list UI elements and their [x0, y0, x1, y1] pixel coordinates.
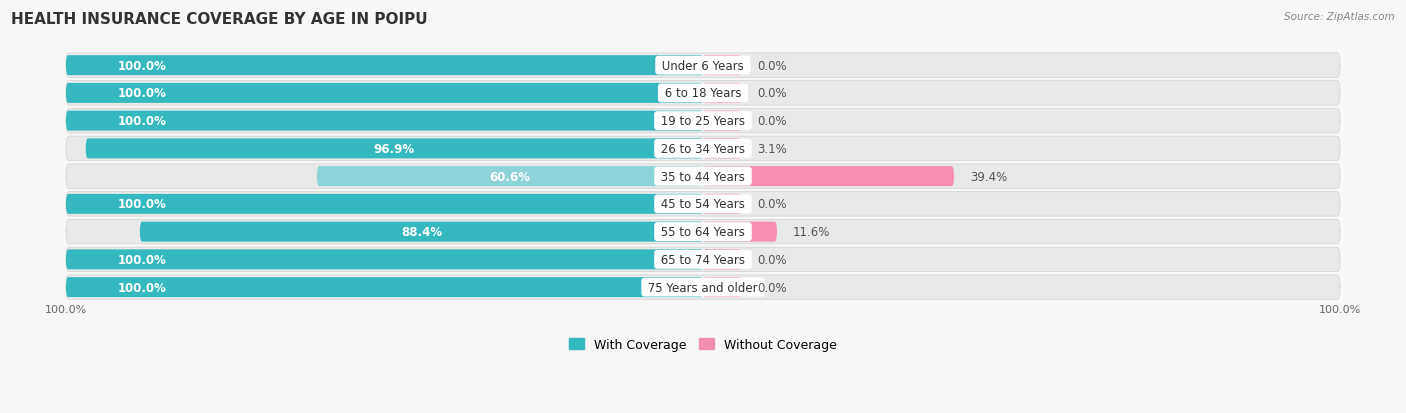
Text: 45 to 54 Years: 45 to 54 Years	[657, 198, 749, 211]
Text: 0.0%: 0.0%	[758, 87, 787, 100]
Text: 3.1%: 3.1%	[758, 142, 787, 156]
Text: 0.0%: 0.0%	[758, 281, 787, 294]
Text: 65 to 74 Years: 65 to 74 Years	[657, 253, 749, 266]
Text: 100.0%: 100.0%	[118, 59, 167, 72]
FancyBboxPatch shape	[86, 139, 703, 159]
FancyBboxPatch shape	[66, 278, 703, 297]
Text: 0.0%: 0.0%	[758, 59, 787, 72]
Text: 100.0%: 100.0%	[45, 304, 87, 315]
Text: 35 to 44 Years: 35 to 44 Years	[657, 170, 749, 183]
FancyBboxPatch shape	[703, 112, 741, 131]
Text: 6 to 18 Years: 6 to 18 Years	[661, 87, 745, 100]
Text: 26 to 34 Years: 26 to 34 Years	[657, 142, 749, 156]
Text: 39.4%: 39.4%	[970, 170, 1007, 183]
FancyBboxPatch shape	[703, 250, 741, 270]
Text: Under 6 Years: Under 6 Years	[658, 59, 748, 72]
FancyBboxPatch shape	[703, 84, 741, 104]
Text: 11.6%: 11.6%	[793, 225, 830, 239]
Text: 100.0%: 100.0%	[1319, 304, 1361, 315]
FancyBboxPatch shape	[703, 195, 741, 214]
Text: 100.0%: 100.0%	[118, 253, 167, 266]
FancyBboxPatch shape	[66, 195, 703, 214]
Text: 0.0%: 0.0%	[758, 198, 787, 211]
FancyBboxPatch shape	[66, 137, 1340, 161]
FancyBboxPatch shape	[703, 56, 741, 76]
FancyBboxPatch shape	[66, 81, 1340, 106]
Text: 19 to 25 Years: 19 to 25 Years	[657, 115, 749, 128]
FancyBboxPatch shape	[66, 56, 703, 76]
Text: 0.0%: 0.0%	[758, 253, 787, 266]
FancyBboxPatch shape	[66, 112, 703, 131]
FancyBboxPatch shape	[703, 167, 955, 187]
Text: 55 to 64 Years: 55 to 64 Years	[657, 225, 749, 239]
Text: 75 Years and older: 75 Years and older	[644, 281, 762, 294]
Text: 0.0%: 0.0%	[758, 115, 787, 128]
FancyBboxPatch shape	[139, 222, 703, 242]
FancyBboxPatch shape	[703, 139, 741, 159]
Text: Source: ZipAtlas.com: Source: ZipAtlas.com	[1284, 12, 1395, 22]
Text: 96.9%: 96.9%	[374, 142, 415, 156]
FancyBboxPatch shape	[66, 164, 1340, 189]
FancyBboxPatch shape	[66, 220, 1340, 244]
Text: 100.0%: 100.0%	[118, 115, 167, 128]
Text: 60.6%: 60.6%	[489, 170, 530, 183]
FancyBboxPatch shape	[703, 222, 778, 242]
Text: 100.0%: 100.0%	[118, 87, 167, 100]
Legend: With Coverage, Without Coverage: With Coverage, Without Coverage	[564, 333, 842, 356]
FancyBboxPatch shape	[66, 275, 1340, 299]
FancyBboxPatch shape	[66, 54, 1340, 78]
FancyBboxPatch shape	[703, 278, 741, 297]
Text: 88.4%: 88.4%	[401, 225, 441, 239]
Text: HEALTH INSURANCE COVERAGE BY AGE IN POIPU: HEALTH INSURANCE COVERAGE BY AGE IN POIP…	[11, 12, 427, 27]
Text: 100.0%: 100.0%	[118, 281, 167, 294]
FancyBboxPatch shape	[66, 250, 703, 270]
FancyBboxPatch shape	[66, 192, 1340, 216]
FancyBboxPatch shape	[66, 247, 1340, 272]
FancyBboxPatch shape	[66, 84, 703, 104]
FancyBboxPatch shape	[66, 109, 1340, 133]
FancyBboxPatch shape	[316, 167, 703, 187]
Text: 100.0%: 100.0%	[118, 198, 167, 211]
